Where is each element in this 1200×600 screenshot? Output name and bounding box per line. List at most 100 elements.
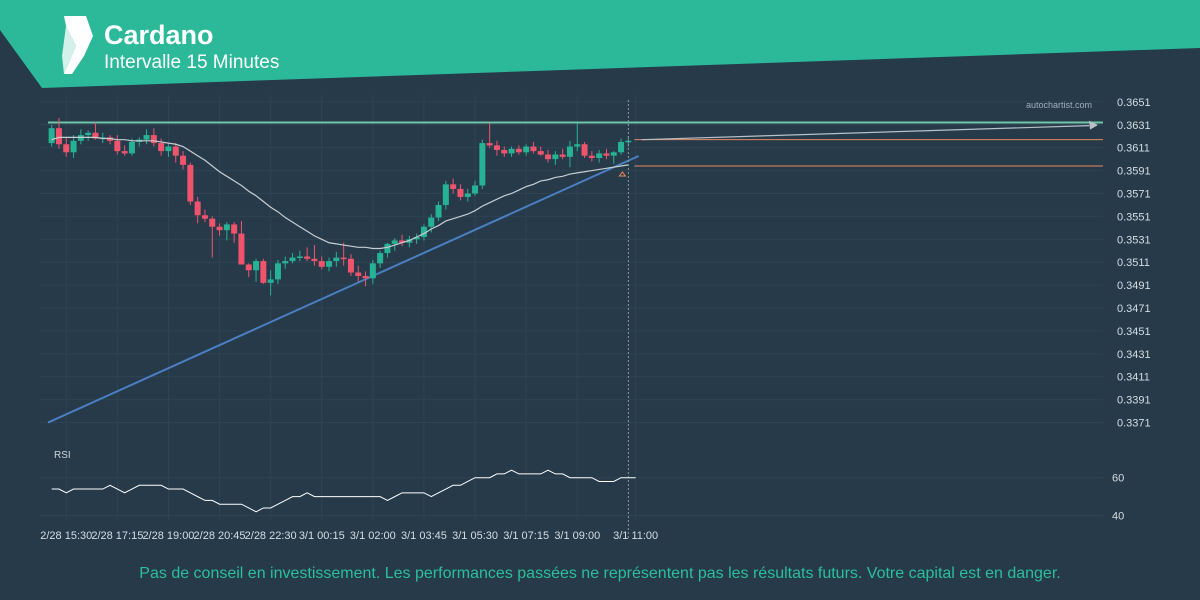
candle-body: [362, 275, 369, 279]
candle: [231, 222, 238, 243]
candle-body: [545, 154, 552, 160]
candle: [369, 259, 376, 284]
candle: [289, 253, 296, 264]
x-tick-label: 3/1 05:30: [452, 530, 498, 542]
candle: [581, 141, 588, 158]
candle: [552, 151, 559, 165]
candle-body: [289, 257, 296, 262]
candle: [515, 145, 522, 155]
watermark: autochartist.com: [1026, 100, 1092, 110]
candle: [347, 254, 354, 276]
header-banner: [0, 0, 1200, 88]
candle-body: [121, 151, 128, 154]
candle: [442, 180, 449, 210]
candle: [413, 233, 420, 244]
candle: [340, 242, 347, 266]
y-tick-label: 0.3431: [1117, 349, 1151, 361]
candle-body: [267, 279, 274, 283]
candle-body: [428, 217, 435, 227]
candle: [172, 143, 179, 163]
candle-body: [508, 148, 515, 154]
candle-body: [486, 143, 493, 146]
candle-body: [274, 263, 281, 280]
breakout-marker-icon: [618, 171, 627, 177]
candle: [457, 184, 464, 201]
candle: [245, 263, 252, 278]
candle-body: [70, 140, 77, 153]
y-tick-label: 0.3471: [1117, 303, 1151, 315]
candle-body: [165, 146, 172, 152]
candle-body: [304, 256, 311, 259]
candle: [384, 242, 391, 258]
candle-body: [63, 144, 70, 153]
disclaimer: Pas de conseil en investissement. Les pe…: [139, 565, 1061, 582]
candle: [318, 256, 325, 270]
candle-body: [537, 151, 544, 155]
candle: [63, 137, 70, 157]
candle-body: [318, 261, 325, 267]
y-tick-label: 0.3551: [1117, 211, 1151, 223]
header-subtitle: Intervalle 15 Minutes: [104, 52, 279, 73]
rsi-line: [51, 469, 636, 513]
candle: [311, 245, 318, 266]
grid-lines: [40, 95, 1103, 520]
candle-body: [435, 204, 442, 218]
candle-body: [457, 188, 464, 197]
support-trend-line: [47, 155, 640, 424]
candle: [114, 135, 121, 155]
candle: [493, 140, 500, 156]
candle-body: [223, 224, 230, 231]
rsi-label: RSI: [54, 450, 71, 461]
candle-body: [399, 240, 406, 243]
candle: [238, 220, 245, 265]
candle: [596, 149, 603, 163]
candle: [420, 224, 427, 241]
candle: [121, 145, 128, 156]
candle-body: [158, 143, 165, 152]
candle-body: [479, 143, 486, 186]
candle-body: [464, 193, 471, 197]
candle-body: [515, 148, 522, 153]
candle: [362, 271, 369, 287]
candle: [296, 250, 303, 262]
candle: [545, 149, 552, 163]
candle: [501, 146, 508, 157]
candle-body: [326, 261, 333, 267]
candle: [399, 234, 406, 247]
candle-body: [238, 233, 245, 265]
axes: 0.3651 0.3631 0.3611 0.3591 0.3571 0.3551 0.35…: [40, 97, 1150, 542]
x-tick-label: 2/28 19:00: [142, 530, 194, 542]
y-tick-label: 0.3391: [1117, 395, 1151, 407]
y-tick-label: 0.3651: [1117, 97, 1151, 109]
candle: [143, 129, 150, 145]
candle-body: [442, 184, 449, 205]
x-tick-label: 2/28 20:45: [194, 530, 246, 542]
candle: [201, 209, 208, 223]
candle: [209, 216, 216, 258]
projection-line: [641, 125, 1090, 141]
candle: [282, 256, 289, 270]
x-tick-label: 3/1 09:00: [554, 530, 600, 542]
candle-body: [588, 155, 595, 158]
candle-body: [143, 135, 150, 140]
x-tick-label: 3/1 00:15: [299, 530, 345, 542]
x-tick-label: 2/28 15:30: [40, 530, 92, 542]
candle: [216, 223, 223, 236]
candle-body: [245, 264, 252, 271]
candle: [304, 247, 311, 262]
candle: [603, 148, 610, 160]
candle-body: [603, 153, 610, 156]
candle: [70, 135, 77, 158]
candle: [486, 123, 493, 148]
candle: [260, 258, 267, 284]
candle-body: [48, 128, 55, 144]
candle-body: [340, 257, 347, 260]
candle: [136, 137, 143, 147]
x-tick-label: 3/1 11:00: [613, 530, 658, 542]
candle-body: [369, 263, 376, 279]
candle: [566, 140, 573, 168]
candle-body: [377, 253, 384, 264]
candle-body: [610, 152, 617, 156]
candle: [326, 257, 333, 272]
candle-body: [493, 145, 500, 150]
